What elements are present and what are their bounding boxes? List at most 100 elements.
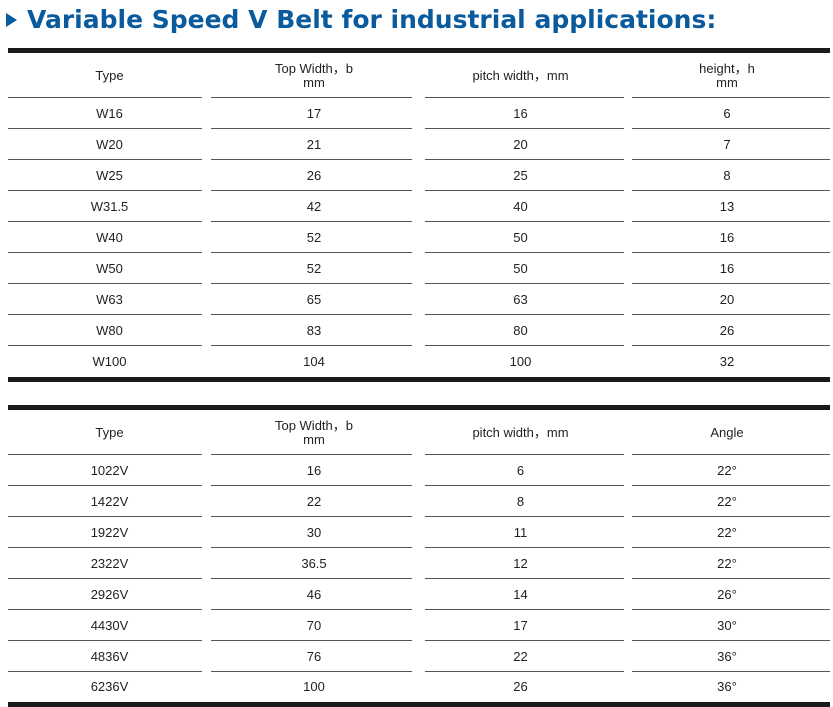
table-cell-last-col: 6: [624, 98, 830, 129]
table-cell-type: 4430V: [8, 610, 211, 641]
table-cell-last-col: 22°: [624, 517, 830, 548]
table-cell-pitch-width: 22: [417, 641, 624, 672]
v-belt-v-series-table: Type Top Width，b mm pitch width，mm Angle 102…: [8, 405, 830, 707]
table-cell-top-width: 21: [211, 129, 417, 160]
table-cell-last-col: 32: [719, 353, 735, 369]
table-cell-last-col: 22°: [624, 486, 830, 517]
column-header-label: Type: [95, 424, 124, 440]
table-cell-top-width: 65: [211, 284, 417, 315]
table-row: 6236V 100 26 36°: [8, 672, 830, 702]
table-cell-pitch-width: 20: [417, 129, 624, 160]
table-cell-top-width: 52: [211, 222, 417, 253]
column-header-unit: mm: [716, 74, 738, 90]
column-header-unit: mm: [303, 74, 325, 90]
table-cell-type: 2926V: [8, 579, 211, 610]
table-cell-last-col: 20: [624, 284, 830, 315]
table-bottom-rule: [8, 377, 830, 382]
table-cell-last-col: 13: [624, 191, 830, 222]
table-body: 1022V 16 6 22° 1422V 22 8 22° 1922V 30 11 22° 2322V 3…: [8, 455, 830, 702]
table-cell-last-col: 22°: [624, 548, 830, 579]
column-header-top-width: Top Width，b mm: [211, 410, 417, 455]
header-row: Type Top Width，b mm pitch width，mm height，h m…: [8, 53, 830, 98]
column-header-label: Type: [95, 67, 124, 83]
table-cell-top-width: 22: [211, 486, 417, 517]
table-cell-pitch-width: 14: [417, 579, 624, 610]
table-cell-pitch-width: 63: [417, 284, 624, 315]
table-cell-top-width: 26: [211, 160, 417, 191]
column-header-type: Type: [8, 53, 211, 98]
table-header: Type Top Width，b mm pitch width，mm height，h m…: [8, 53, 830, 98]
table-cell-top-width: 46: [211, 579, 417, 610]
table-cell-pitch-width: 26: [513, 679, 528, 694]
table-row: 1922V 30 11 22°: [8, 517, 830, 548]
table-cell-type: W80: [8, 315, 211, 346]
table-cell-type: 4836V: [8, 641, 211, 672]
table-cell-type: 2322V: [8, 548, 211, 579]
table-cell-pitch-width: 16: [417, 98, 624, 129]
column-header-label: Top Width，b: [274, 60, 354, 76]
table-cell-last-col: 16: [624, 222, 830, 253]
table-cell-pitch-width: 6: [417, 455, 624, 486]
table-row: W31.5 42 40 13: [8, 191, 830, 222]
table-cell-last-col: 8: [624, 160, 830, 191]
column-header-pitch-width: pitch width，mm: [417, 410, 624, 455]
column-header-label: Top Width，b: [274, 417, 354, 433]
table-cell-type: 6236V: [90, 679, 129, 694]
table-cell-type: W20: [8, 129, 211, 160]
table-cell-pitch-width: 40: [417, 191, 624, 222]
table-cell-top-width: 52: [211, 253, 417, 284]
table-cell-top-width: 17: [211, 98, 417, 129]
table-cell-last-col: 30°: [624, 610, 830, 641]
column-header-pitch-width: pitch width，mm: [417, 53, 624, 98]
table-row: 1022V 16 6 22°: [8, 455, 830, 486]
table-row: 2322V 36.5 12 22°: [8, 548, 830, 579]
table-cell-pitch-width: 25: [417, 160, 624, 191]
column-header-unit: mm: [303, 431, 325, 447]
table-header: Type Top Width，b mm pitch width，mm Angle: [8, 410, 830, 455]
table-cell-top-width: 100: [303, 679, 325, 694]
table-row: 1422V 22 8 22°: [8, 486, 830, 517]
table-top-rule: [8, 405, 830, 410]
page-title: Variable Speed V Belt for industrial app…: [6, 2, 716, 36]
table-cell-last-col: 26: [624, 315, 830, 346]
table-cell-top-width: 70: [211, 610, 417, 641]
table-cell-last-col: 36°: [624, 641, 830, 672]
table-cell-pitch-width: 50: [417, 222, 624, 253]
table-cell-last-col: 26°: [624, 579, 830, 610]
table-body: W16 17 16 6 W20 21 20 7 W25 26 25 8 W31.5 42 40 13 W40 52…: [8, 98, 830, 377]
table-cell-type: 1422V: [8, 486, 211, 517]
table-row: W20 21 20 7: [8, 129, 830, 160]
column-header-label: height，h: [699, 60, 755, 76]
column-header-type: Type: [8, 410, 211, 455]
table-cell-top-width: 36.5: [211, 548, 417, 579]
table-cell-pitch-width: 100: [509, 353, 532, 369]
table-cell-pitch-width: 11: [417, 517, 624, 548]
table-cell-pitch-width: 8: [417, 486, 624, 517]
table-cell-last-col: 16: [624, 253, 830, 284]
table-row: W63 65 63 20: [8, 284, 830, 315]
table-row: 4836V 76 22 36°: [8, 641, 830, 672]
table-cell-type: 1922V: [8, 517, 211, 548]
column-header-label: pitch width，mm: [472, 424, 569, 440]
table-row: 4430V 70 17 30°: [8, 610, 830, 641]
column-header-label: Angle: [710, 424, 744, 440]
triangle-bullet-icon: [6, 13, 17, 27]
table-cell-last-col: 36°: [717, 679, 737, 694]
table-row: W50 52 50 16: [8, 253, 830, 284]
table-cell-last-col: 22°: [624, 455, 830, 486]
table-cell-top-width: 42: [211, 191, 417, 222]
table-row: W100 104 100 32: [8, 346, 830, 377]
page-title-text: Variable Speed V Belt for industrial app…: [27, 4, 717, 34]
table-cell-type: W16: [8, 98, 211, 129]
table-cell-type: W63: [8, 284, 211, 315]
table-cell-type: W50: [8, 253, 211, 284]
table-cell-type: 1022V: [8, 455, 211, 486]
table-row: W40 52 50 16: [8, 222, 830, 253]
table-row: W25 26 25 8: [8, 160, 830, 191]
column-header-last-col: height，h mm: [624, 53, 830, 98]
table-cell-top-width: 30: [211, 517, 417, 548]
table-cell-pitch-width: 17: [417, 610, 624, 641]
table-bottom-rule: [8, 702, 830, 707]
table-row: W16 17 16 6: [8, 98, 830, 129]
table-cell-pitch-width: 80: [417, 315, 624, 346]
